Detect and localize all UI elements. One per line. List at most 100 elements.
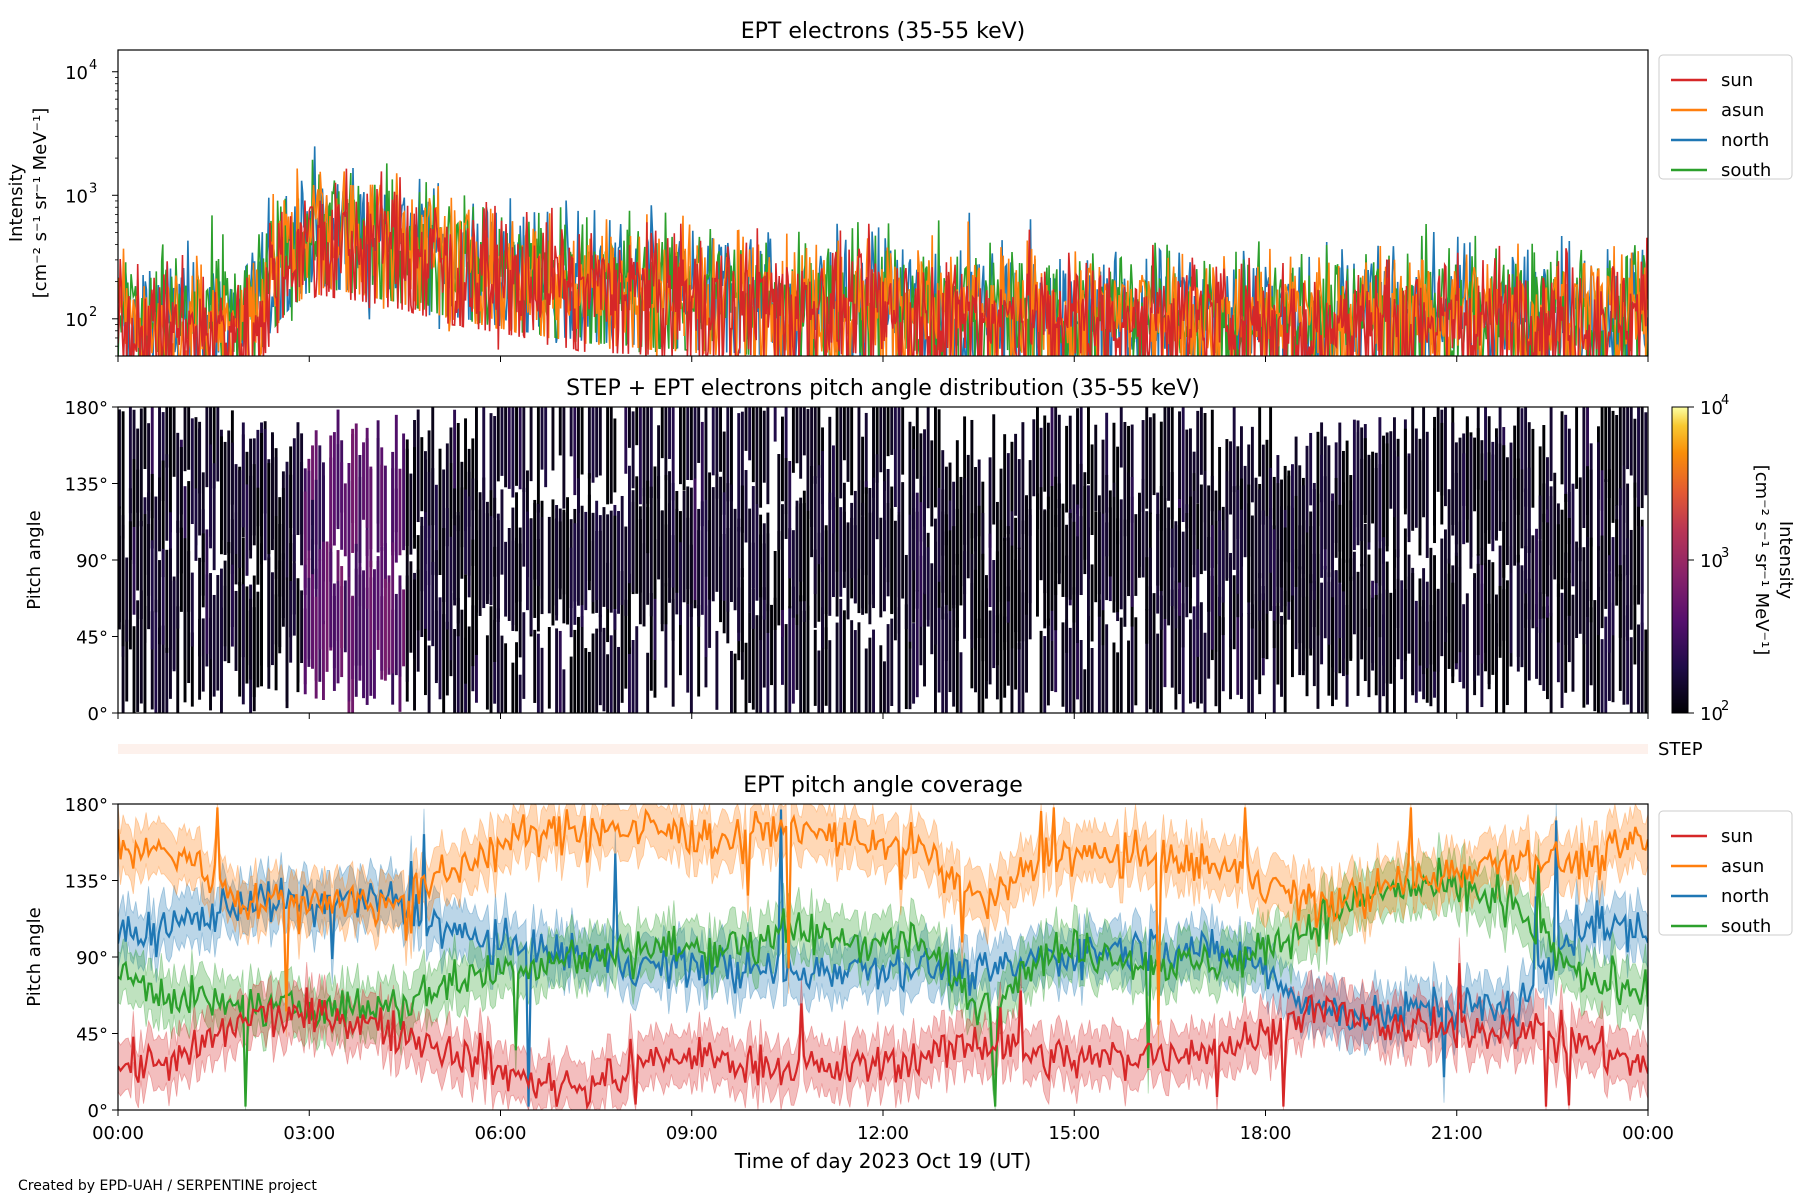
heatmap-cell [241,422,245,528]
heatmap-cell [915,590,919,698]
heatmap-cell [511,407,515,498]
heatmap-cell [1163,498,1167,619]
heatmap-cell [1342,544,1345,659]
heatmap-cell [234,590,238,671]
y-tick-label: 180° [65,398,108,419]
heatmap-cell [1159,421,1163,531]
heatmap-cell [1593,600,1597,712]
heatmap-cell [1196,549,1200,657]
heatmap-cell [1444,407,1447,507]
heatmap-cell [1400,580,1404,680]
heatmap-cell [1291,554,1294,678]
heatmap-cell [744,642,748,713]
heatmap-cell [365,427,369,528]
heatmap-cell [1607,407,1611,498]
heatmap-cell [154,599,158,713]
heatmap-cell [485,501,489,604]
heatmap-cell [755,407,759,516]
heatmap-cell [1323,436,1327,550]
heatmap-cell [493,416,497,518]
heatmap-cell [628,465,631,584]
heatmap-cell [150,540,154,650]
heatmap-cell [901,482,905,599]
heatmap-cell [252,464,256,546]
y-tick-label: 180° [65,795,108,816]
heatmap-cell [988,610,992,685]
x-tick-label: 00:00 [92,1123,144,1144]
heatmap-cell [445,621,449,696]
heatmap-cell [970,554,974,649]
heatmap-cell [424,512,427,629]
heatmap-cell [802,407,806,456]
heatmap-cell [198,618,202,700]
heatmap-cell [216,407,220,482]
heatmap-cell [322,620,325,700]
heatmap-cell [1418,438,1422,539]
coverage-band-north [118,804,1648,1110]
heatmap-cell [1316,431,1320,527]
heatmap-cell [1112,642,1116,713]
heatmap-cell [1418,578,1422,666]
heatmap-cell [500,635,504,713]
heatmap-cell [1261,586,1265,658]
heatmap-cell [992,560,996,669]
heatmap-cell [1535,604,1538,679]
heatmap-cell [1152,593,1156,713]
heatmap-cell [260,433,263,565]
y-tick-label: 10 [65,63,88,84]
heatmap-cell [1269,407,1273,520]
heatmap-cell [748,508,752,613]
heatmap-cell [489,606,493,713]
heatmap-cell [354,543,358,666]
heatmap-cell [1283,527,1287,625]
heatmap-cell [1586,407,1589,515]
heatmap-cell [1316,578,1320,709]
heatmap-cell [136,600,140,712]
heatmap-cell [227,542,231,664]
heatmap-cell [1356,432,1360,546]
heatmap-cell [646,507,650,605]
heatmap-cell [955,620,959,713]
heatmap-cell [1604,407,1608,482]
heatmap-cell [649,407,653,498]
heatmap-cell [1491,454,1495,540]
heatmap-cell [1473,437,1477,512]
heatmap-cell [624,599,628,689]
heatmap-cell [693,407,697,518]
heatmap-cell [569,547,573,638]
heatmap-cell [1240,509,1243,617]
heatmap-cell [628,573,631,654]
heatmap-cell [558,630,562,713]
heatmap-cell [1123,519,1127,627]
heatmap-cell [1320,454,1324,578]
heatmap-cell [657,425,661,499]
heatmap-cell [1309,432,1313,506]
heatmap-cell [1509,442,1513,574]
heatmap-cell [449,463,453,591]
heatmap-cell [1582,581,1586,708]
panel4-x-ticks: 00:00 03:00 06:00 09:00 12:00 15:00 18:00 21:00… [92,1110,1674,1144]
heatmap-cell [609,510,613,613]
heatmap-cell [893,407,897,507]
heatmap-cell [1385,443,1389,552]
coverage-line-north [118,809,1648,1107]
heatmap-cell [1079,407,1083,509]
heatmap-cell [165,549,169,653]
heatmap-cell [1425,581,1429,669]
heatmap-cell [1065,555,1069,653]
heatmap-cell [1006,586,1010,686]
heatmap-cell [1272,606,1276,713]
heatmap-cell [857,407,861,520]
heatmap-cell [719,407,722,472]
heatmap-cell [1564,552,1568,645]
heatmap-cell [1622,615,1626,705]
coverage-band-south [118,832,1648,1110]
heatmap-cell [941,606,945,713]
heatmap-cell [1618,407,1622,506]
heatmap-cell [547,627,551,709]
heatmap-cell [424,570,427,696]
heatmap-cell [697,508,701,627]
heatmap-cell [1433,428,1436,526]
heatmap-cell [460,487,464,579]
heatmap-cell [591,633,595,713]
